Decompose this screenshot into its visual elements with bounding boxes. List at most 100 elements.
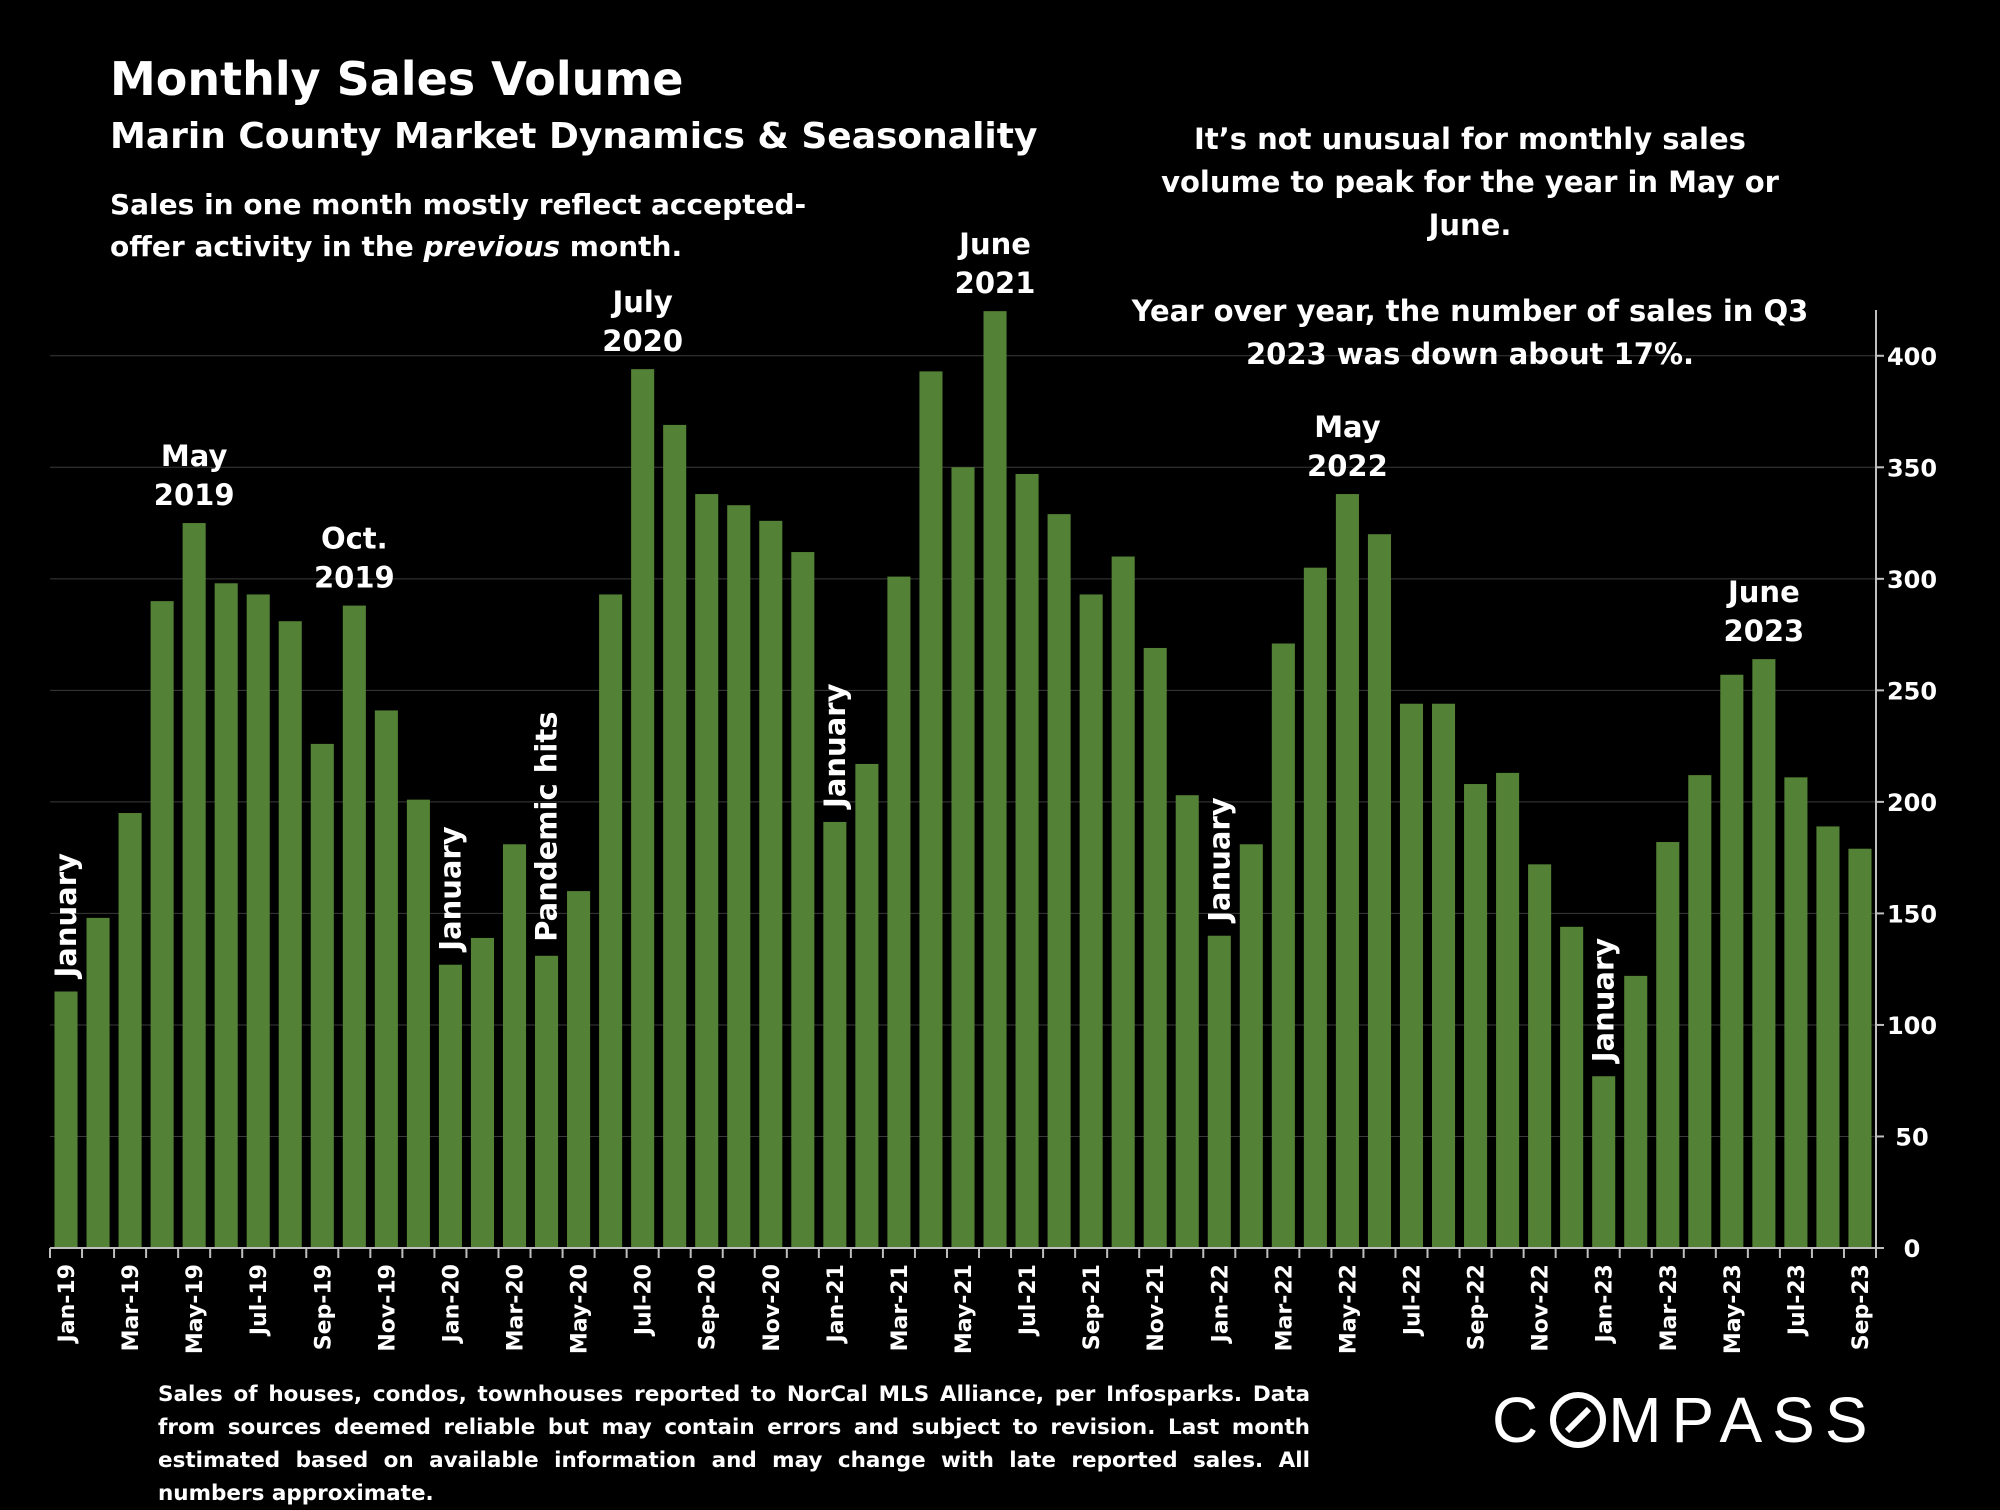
annotation-label: January bbox=[433, 826, 467, 953]
bar bbox=[951, 467, 975, 1248]
bar bbox=[919, 371, 943, 1249]
x-tick-label: Jul-22 bbox=[1400, 1264, 1425, 1337]
bar bbox=[1752, 659, 1776, 1248]
bar bbox=[342, 605, 366, 1248]
annotation-label: 2019 bbox=[314, 561, 395, 595]
annotation-label: 2019 bbox=[154, 478, 235, 512]
chart-subtitle: Marin County Market Dynamics & Seasonali… bbox=[110, 116, 1038, 157]
x-tick-label: Mar-20 bbox=[504, 1264, 529, 1351]
bar bbox=[567, 891, 591, 1248]
insight-note-line: Year over year, the number of sales in Q… bbox=[1131, 294, 1809, 371]
bar bbox=[246, 594, 270, 1248]
annotation-label: Oct. bbox=[321, 522, 388, 556]
bar bbox=[1464, 784, 1488, 1248]
x-tick-label: Jan-19 bbox=[55, 1264, 80, 1344]
annotation-label: January bbox=[1202, 797, 1236, 924]
x-tick-label: Jul-21 bbox=[1016, 1264, 1041, 1337]
x-tick-label: Jan-23 bbox=[1593, 1264, 1618, 1344]
source-footnote: Sales of houses, condos, townhouses repo… bbox=[158, 1382, 1310, 1506]
bar bbox=[887, 576, 911, 1248]
bar bbox=[1816, 826, 1840, 1248]
x-tick-label: May-21 bbox=[952, 1264, 977, 1354]
bar bbox=[118, 813, 142, 1248]
bar bbox=[1047, 514, 1071, 1248]
annotation-label: June bbox=[1726, 575, 1800, 609]
bar bbox=[310, 743, 334, 1248]
compass-o-icon bbox=[1550, 1392, 1607, 1449]
bar bbox=[150, 601, 174, 1248]
y-tick-label: 150 bbox=[1887, 900, 1937, 928]
y-tick-label: 300 bbox=[1887, 566, 1937, 594]
bar bbox=[470, 937, 495, 1248]
x-tick-label: May-20 bbox=[568, 1264, 593, 1354]
bar bbox=[663, 424, 687, 1248]
y-tick-label: 0 bbox=[1904, 1235, 1921, 1263]
bar bbox=[182, 523, 206, 1248]
x-tick-label: Jul-20 bbox=[632, 1264, 657, 1337]
y-tick-label: 100 bbox=[1887, 1012, 1937, 1040]
annotation-label: January bbox=[818, 683, 852, 810]
bar bbox=[1367, 534, 1391, 1248]
bar bbox=[1624, 975, 1648, 1248]
x-tick-label: Jan-22 bbox=[1208, 1264, 1233, 1344]
bar bbox=[1207, 935, 1231, 1248]
bar bbox=[1784, 777, 1808, 1248]
annotation-label: January bbox=[1587, 938, 1621, 1065]
x-tick-label: Nov-21 bbox=[1144, 1264, 1169, 1352]
bar bbox=[214, 583, 238, 1248]
bar bbox=[1079, 594, 1103, 1248]
y-tick-label: 200 bbox=[1887, 789, 1937, 817]
x-tick-label: Mar-23 bbox=[1657, 1264, 1682, 1351]
annotation-label: May bbox=[161, 439, 228, 473]
y-tick-label: 350 bbox=[1887, 454, 1937, 482]
x-tick-label: Mar-22 bbox=[1272, 1264, 1297, 1351]
bar bbox=[631, 369, 655, 1249]
x-tick-label: May-22 bbox=[1336, 1264, 1361, 1354]
bar bbox=[823, 821, 847, 1248]
bar bbox=[374, 710, 398, 1248]
bar bbox=[1656, 842, 1680, 1248]
x-tick-label: Jan-21 bbox=[824, 1264, 849, 1344]
x-tick-label: May-19 bbox=[183, 1264, 208, 1354]
x-tick-label: Jul-23 bbox=[1785, 1264, 1810, 1337]
chart-description: Sales in one month mostly reflect accept… bbox=[110, 188, 807, 263]
bar bbox=[1399, 703, 1424, 1248]
x-tick-label: May-23 bbox=[1721, 1264, 1746, 1354]
annotation-label: 2021 bbox=[955, 266, 1036, 300]
x-tick-label: Mar-21 bbox=[888, 1264, 913, 1351]
bar bbox=[599, 594, 623, 1248]
bar bbox=[1303, 567, 1327, 1248]
bar bbox=[1560, 926, 1584, 1248]
chart-title: Monthly Sales Volume bbox=[110, 52, 684, 106]
bar bbox=[86, 917, 110, 1248]
bar bbox=[1335, 494, 1359, 1249]
annotation-label: July bbox=[611, 285, 673, 319]
compass-logo: C MPASS bbox=[1492, 1378, 1922, 1458]
annotation-label: Pandemic hits bbox=[530, 712, 564, 942]
x-tick-label: Jul-19 bbox=[247, 1264, 272, 1337]
x-tick-label: Sep-21 bbox=[1080, 1264, 1105, 1350]
x-tick-label: Mar-19 bbox=[119, 1264, 144, 1351]
bar bbox=[695, 494, 719, 1249]
bar bbox=[1239, 844, 1263, 1248]
x-tick-label: Jan-20 bbox=[439, 1264, 464, 1344]
logo-text-right: MPASS bbox=[1608, 1384, 1878, 1457]
bar bbox=[791, 552, 815, 1248]
bar bbox=[855, 763, 879, 1248]
bar bbox=[1015, 473, 1039, 1249]
y-tick-label: 50 bbox=[1895, 1123, 1928, 1151]
bar bbox=[759, 520, 783, 1248]
bar bbox=[1175, 795, 1199, 1248]
bar bbox=[1271, 643, 1295, 1248]
x-tick-label: Sep-22 bbox=[1465, 1264, 1490, 1350]
annotation-label: January bbox=[49, 853, 83, 980]
bar bbox=[1431, 703, 1456, 1248]
annotation-label: June bbox=[957, 227, 1031, 261]
bar bbox=[54, 991, 78, 1248]
x-tick-label: Sep-19 bbox=[311, 1264, 336, 1350]
x-tick-label: Nov-19 bbox=[375, 1264, 400, 1352]
x-tick-label: Sep-23 bbox=[1849, 1264, 1874, 1350]
y-tick-label: 250 bbox=[1887, 677, 1937, 705]
insight-note: It’s not unusual for monthly sales volum… bbox=[1130, 118, 1810, 376]
